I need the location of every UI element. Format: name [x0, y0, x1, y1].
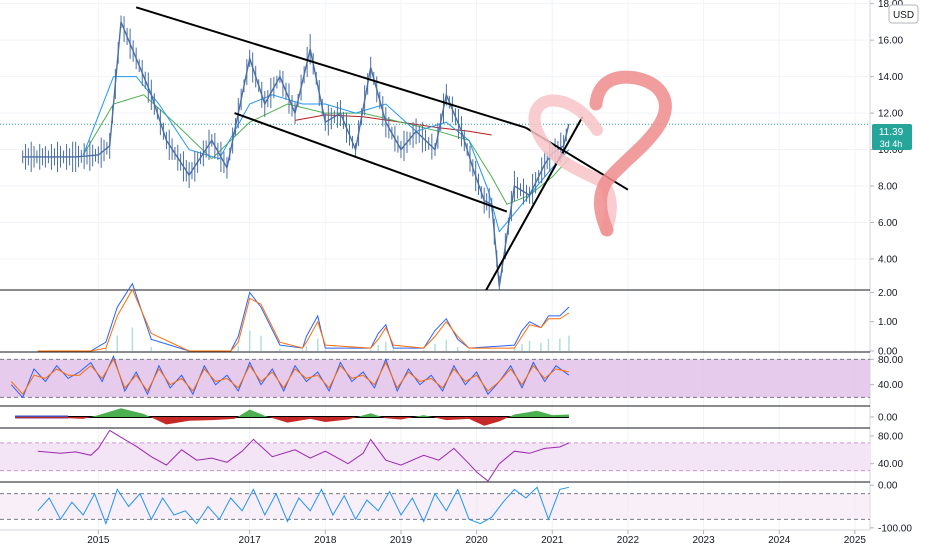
- price-axis-label: 10.00: [878, 145, 903, 156]
- rsi-band: [0, 442, 870, 471]
- price-axis-label: 80.00: [878, 355, 903, 366]
- price-axis-label: -100.00: [878, 523, 912, 534]
- price-axis-label: 40.00: [878, 459, 903, 470]
- time-axis[interactable]: 2015 2017 2018 2019 2020 2021 2022 2023 2024 2025: [87, 530, 866, 546]
- overbought-oversold-band: [0, 359, 870, 398]
- price-axis-label: 80.00: [878, 431, 903, 442]
- currency-label: USD: [893, 10, 914, 21]
- price-series: [22, 21, 570, 287]
- price-axis-label: 0.00: [878, 347, 898, 358]
- heart-drawing: [528, 70, 672, 237]
- price-axis-label: 0.00: [878, 481, 898, 492]
- time-axis-label: 2021: [541, 535, 564, 546]
- currency-button[interactable]: USD: [888, 4, 919, 24]
- main-price-pane[interactable]: [0, 6, 870, 297]
- rsi-line: [37, 429, 570, 482]
- price-axis-label: 8.00: [878, 182, 898, 193]
- time-axis-label: 2022: [617, 535, 640, 546]
- trendline[interactable]: [135, 6, 527, 129]
- trendline[interactable]: [484, 116, 584, 294]
- time-axis-label: 2020: [465, 535, 488, 546]
- time-axis-label: 2018: [314, 535, 337, 546]
- price-axis-label: 0.00: [878, 413, 898, 424]
- time-axis-label: 2019: [390, 535, 413, 546]
- williams-line: [37, 486, 570, 526]
- indicator-panes: [0, 282, 870, 531]
- price-axis-label: 4.00: [878, 254, 898, 265]
- price-axis-label: 12.00: [878, 109, 903, 120]
- williams-band: [0, 493, 870, 520]
- price-axis-label: 1.00: [878, 317, 898, 328]
- moving-average-green: [82, 94, 570, 205]
- price-axis-label: 2.00: [878, 288, 898, 299]
- price-axis-label: 16.00: [878, 36, 903, 47]
- time-axis-label: 2023: [692, 535, 715, 546]
- stoch-line: [10, 358, 570, 396]
- time-axis-label: 2024: [768, 535, 791, 546]
- oscillator-line: [37, 282, 570, 352]
- momentum-positive-area: [15, 408, 569, 417]
- oscillator-line: [37, 288, 570, 352]
- price-badge: 11.39 3d 4h: [872, 124, 912, 150]
- countdown-label: 3d 4h: [880, 139, 903, 149]
- price-axis-label: 6.00: [878, 218, 898, 229]
- time-axis-label: 2025: [844, 535, 867, 546]
- momentum-negative-area: [15, 417, 569, 426]
- price-axis-label: 40.00: [878, 380, 903, 391]
- last-price-label: 11.39: [879, 127, 904, 138]
- price-axis-label: 14.00: [878, 72, 903, 83]
- trendline[interactable]: [234, 112, 508, 213]
- time-axis-label: 2017: [239, 535, 262, 546]
- time-axis-label: 2015: [87, 535, 110, 546]
